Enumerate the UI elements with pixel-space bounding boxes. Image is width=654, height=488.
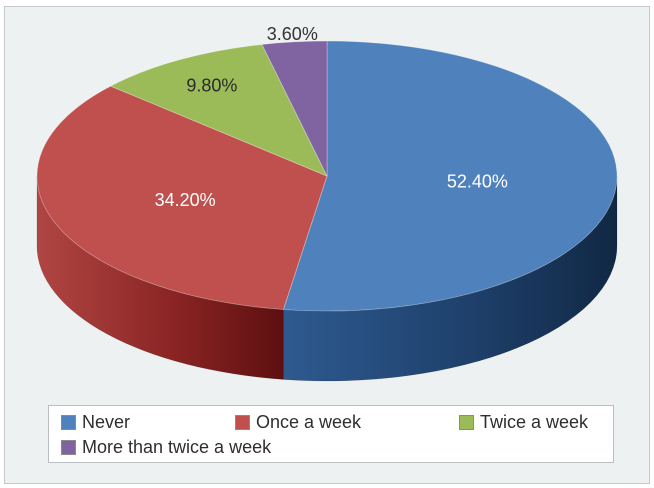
legend-item-more-than-twice-a-week: More than twice a week xyxy=(61,437,271,458)
pie-slice-twice-a-week xyxy=(109,44,328,177)
legend-item-once-a-week: Once a week xyxy=(235,412,361,433)
legend-swatch-never xyxy=(61,415,76,430)
pie-slice-more-than-twice-a-week xyxy=(261,40,328,177)
pie-label-twice-a-week: 9.80% xyxy=(186,75,237,95)
pie-slice-never xyxy=(282,40,618,312)
legend-item-twice-a-week: Twice a week xyxy=(459,412,588,433)
pie-label-once-a-week: 34.20% xyxy=(155,190,216,210)
legend-swatch-more-than-twice-a-week xyxy=(61,440,76,455)
chart-legend: Never Once a week Twice a week More than… xyxy=(48,405,614,463)
legend-swatch-once-a-week xyxy=(235,415,250,430)
legend-swatch-twice-a-week xyxy=(459,415,474,430)
legend-label-more-than-twice-a-week: More than twice a week xyxy=(82,437,272,457)
legend-label-once-a-week: Once a week xyxy=(256,412,362,432)
pie-slice-once-a-week xyxy=(36,85,328,310)
legend-label-twice-a-week: Twice a week xyxy=(480,412,589,432)
legend-item-never: Never xyxy=(61,412,130,433)
legend-label-never: Never xyxy=(82,412,131,432)
pie-label-never: 52.40% xyxy=(447,171,508,191)
pie-label-more-than-twice-a-week: 3.60% xyxy=(267,24,318,44)
